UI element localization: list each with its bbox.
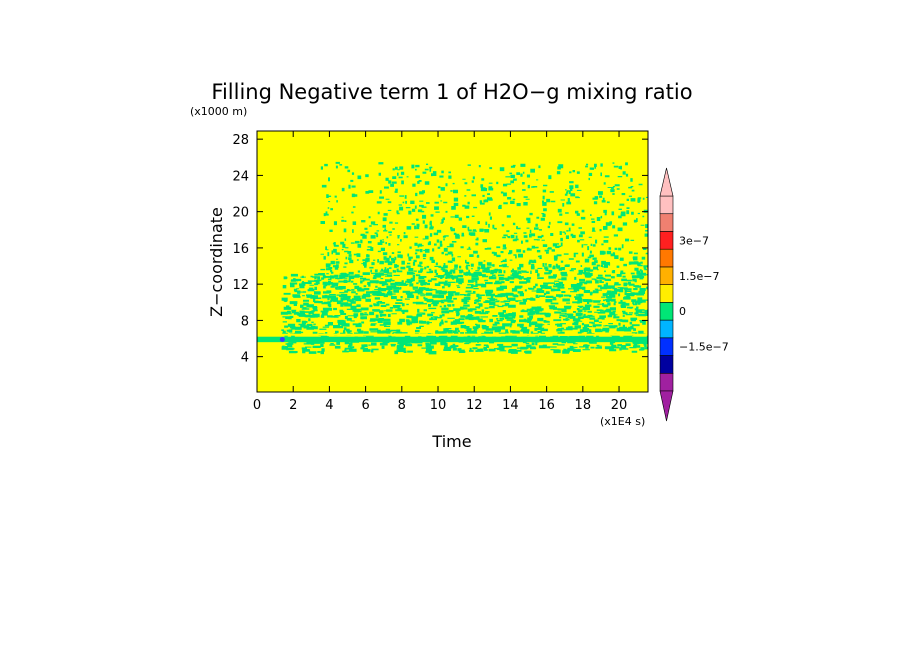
- y-axis: 4 8 12 16 20 24 28: [232, 133, 648, 366]
- y-unit-label: (x1000 m): [190, 105, 247, 118]
- colorbar-tick-label: 0: [679, 305, 686, 318]
- x-tick-label: 12: [466, 398, 483, 413]
- colorbar-segment: [659, 195, 674, 215]
- y-tick-label: 16: [232, 242, 249, 257]
- y-tick-label: 4: [241, 351, 249, 366]
- colorbar-segment: [659, 337, 674, 356]
- x-tick-label: 14: [502, 398, 519, 413]
- colorbar-segment: [659, 372, 674, 392]
- colorbar-extend-bottom: [659, 390, 674, 422]
- colorbar-tick-label: 3e−7: [679, 234, 709, 247]
- colorbar-segment: [659, 319, 674, 339]
- x-tick-label: 4: [325, 398, 333, 413]
- y-tick-label: 24: [232, 169, 249, 184]
- colorbar-segment: [659, 248, 674, 268]
- y-tick-label: 12: [232, 278, 249, 293]
- colorbar-segment: [659, 355, 674, 374]
- x-axis-label: Time: [431, 432, 471, 451]
- colorbar-extend-top: [659, 167, 674, 197]
- x-tick-label: 10: [430, 398, 447, 413]
- chart-title: Filling Negative term 1 of H2O−g mixing …: [211, 80, 692, 104]
- colorbar-segment: [659, 266, 674, 285]
- gap-strip: [257, 333, 648, 336]
- x-unit-label: (x1E4 s): [600, 415, 645, 428]
- x-tick-label: 20: [611, 398, 628, 413]
- plot-frame: [256, 130, 649, 393]
- y-tick-label: 28: [232, 133, 249, 148]
- y-axis-label: Z−coordinate: [207, 207, 226, 317]
- colorbar-segment: [659, 213, 674, 232]
- x-tick-label: 8: [398, 398, 406, 413]
- x-tick-label: 16: [538, 398, 555, 413]
- y-tick-label: 20: [232, 206, 249, 221]
- x-tick-label: 2: [289, 398, 297, 413]
- colorbar-segment: [659, 284, 674, 303]
- colorbar: −1.5e−7 0 1.5e−7 3e−7: [659, 167, 729, 422]
- x-tick-label: 0: [253, 398, 261, 413]
- colorbar-segment: [659, 231, 674, 250]
- negative-spot: [279, 336, 285, 342]
- colorbar-tick-label: −1.5e−7: [679, 341, 729, 354]
- x-tick-label: 18: [575, 398, 592, 413]
- continuous-band: [257, 336, 648, 343]
- colorbar-segment: [659, 302, 674, 321]
- plot-field: [257, 131, 648, 392]
- x-tick-label: 6: [361, 398, 369, 413]
- y-tick-label: 8: [241, 314, 249, 329]
- x-axis: 0 2 4 6 8 10 12 14 16 18 20: [253, 131, 627, 413]
- colorbar-tick-label: 1.5e−7: [679, 270, 719, 283]
